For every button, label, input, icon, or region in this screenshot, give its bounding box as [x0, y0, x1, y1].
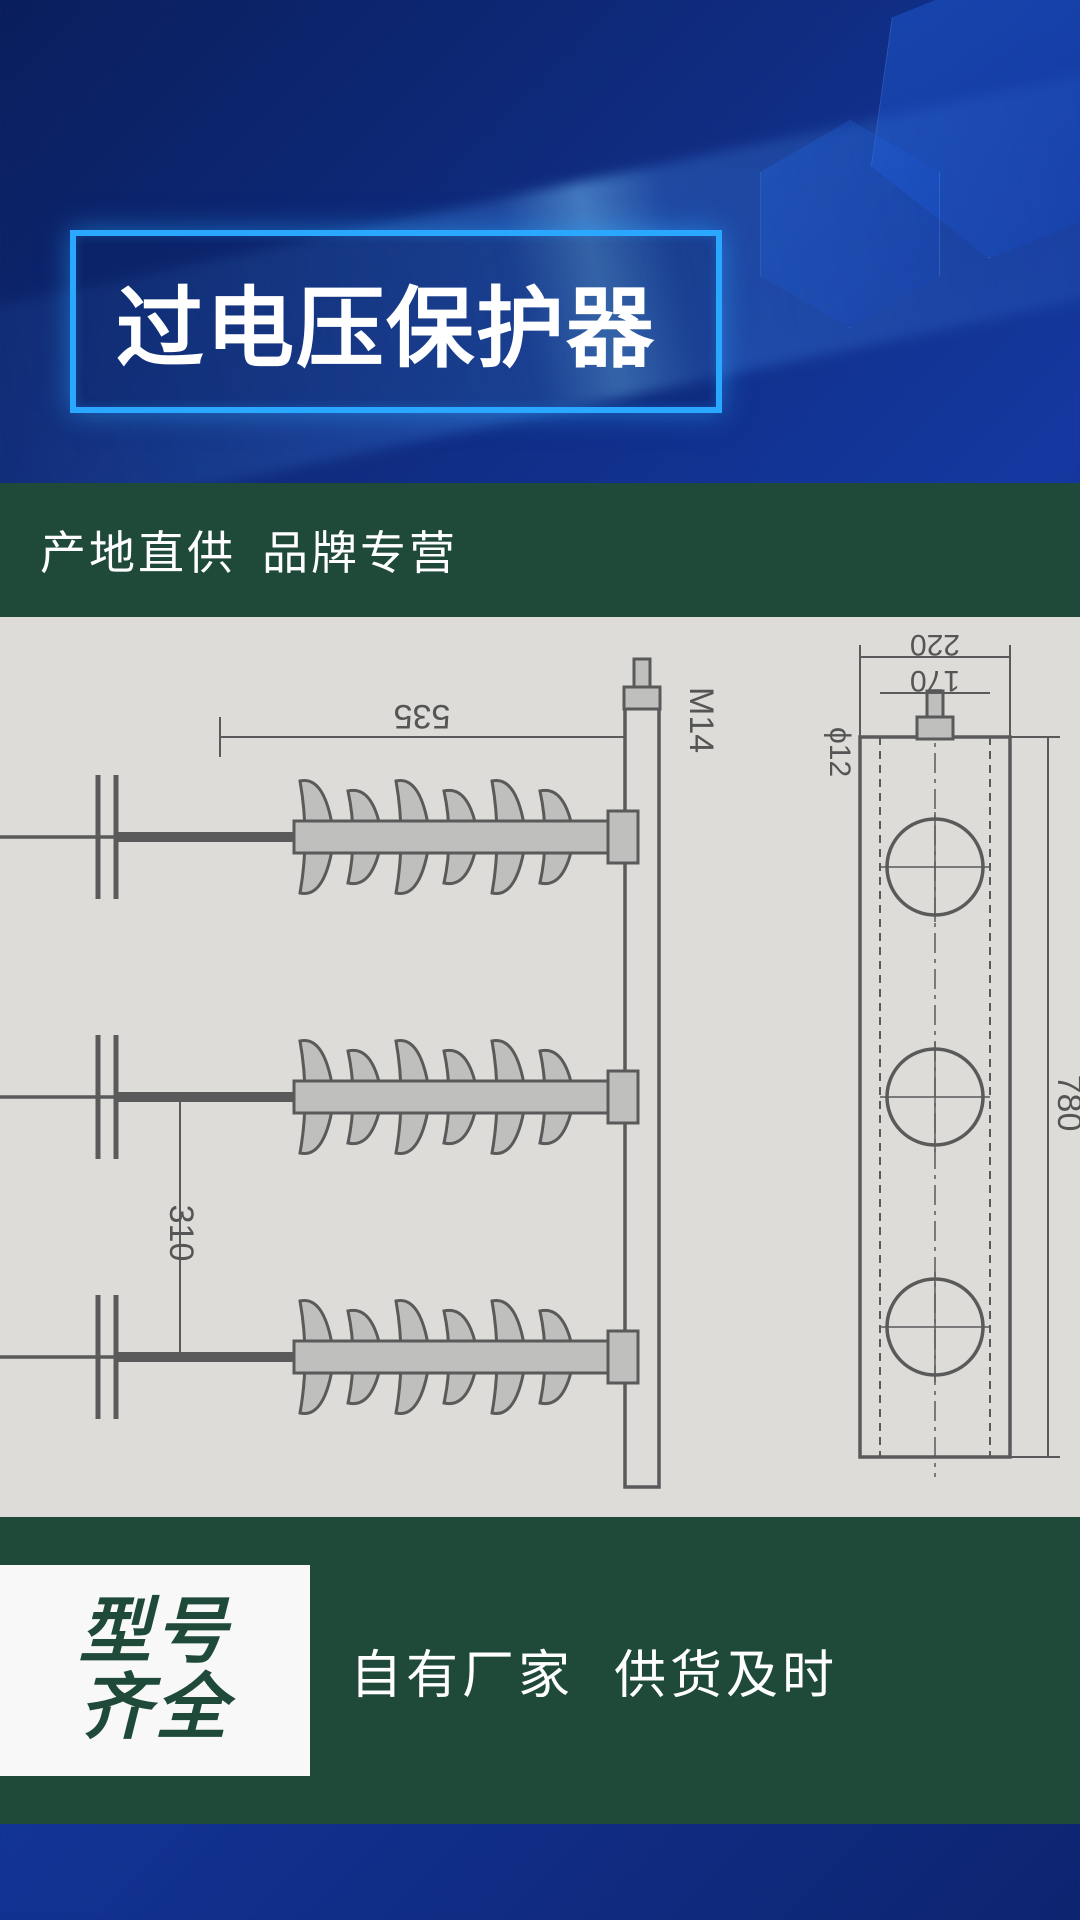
- card-footer: 型号 齐全 自有厂家 供货及时: [0, 1517, 1080, 1824]
- header-slogan-left: 产地直供: [40, 517, 236, 583]
- dim-label-phi12: ϕ12: [823, 727, 856, 777]
- page-title-box: 过电压保护器: [70, 230, 722, 413]
- footer-slogan-left: 自有厂家: [350, 1633, 574, 1708]
- hexagon-decor: [760, 120, 940, 328]
- card-header: 产地直供 品牌专营: [0, 483, 1080, 617]
- badge-line2: 齐全: [0, 1671, 310, 1747]
- diagram-svg: 535 M14 310: [0, 617, 1080, 1517]
- page-title: 过电压保护器: [116, 279, 656, 378]
- dim-310: 310: [162, 1097, 200, 1357]
- product-card: 产地直供 品牌专营 535: [0, 483, 1080, 1824]
- dim-label-m14: M14: [682, 687, 720, 753]
- dim-label-535: 535: [394, 697, 451, 735]
- side-view: [0, 659, 660, 1487]
- mounting-holes: [880, 812, 990, 1382]
- dim-label-310: 310: [162, 1205, 200, 1262]
- dim-780: 780: [1010, 737, 1080, 1457]
- model-badge: 型号 齐全: [0, 1565, 310, 1776]
- dim-170: 170: [880, 664, 990, 697]
- top-view: 220 170 ϕ12 780: [823, 628, 1080, 1477]
- dim-label-780: 780: [1050, 1075, 1080, 1132]
- hexagon-decor: [860, 0, 1080, 277]
- insulator-row: [0, 775, 638, 1419]
- technical-diagram: 535 M14 310: [0, 617, 1080, 1517]
- header-slogan-right: 品牌专营: [262, 517, 458, 583]
- dim-label-170: 170: [910, 664, 960, 697]
- dim-label-220: 220: [910, 628, 960, 661]
- footer-slogan-right: 供货及时: [614, 1633, 838, 1708]
- badge-line1: 型号: [0, 1595, 310, 1671]
- dim-535: 535: [220, 697, 625, 757]
